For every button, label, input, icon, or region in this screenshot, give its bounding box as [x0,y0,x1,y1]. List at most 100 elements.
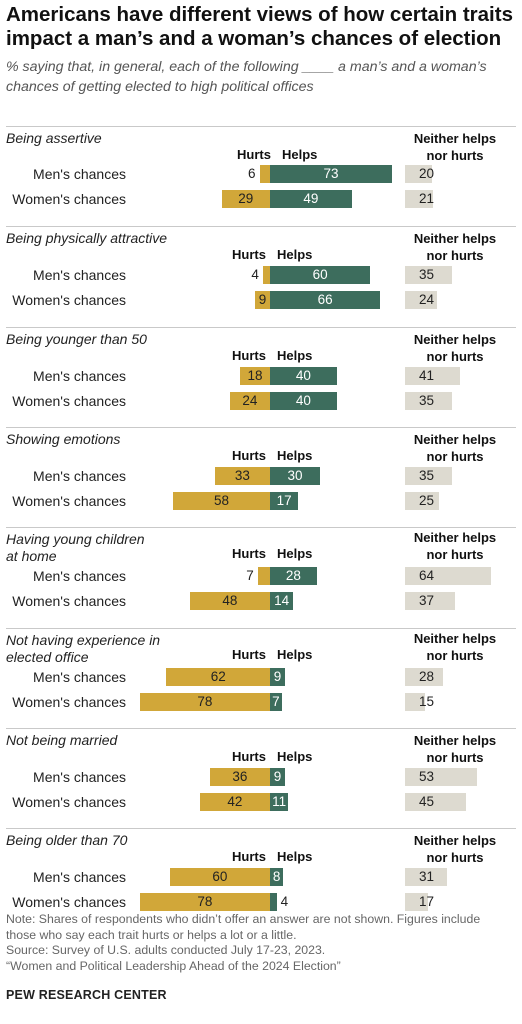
legend-helps-label: Helps [277,849,313,865]
group-separator [6,828,516,830]
bar-helps: 73 [270,165,392,183]
group-separator [6,426,516,428]
group-title: elected office [6,648,89,665]
brand-logo-text: PEW RESEARCH CENTER [6,988,167,1002]
group-title: Showing emotions [6,430,121,447]
bar-hurts [259,165,270,183]
bar-helps: 8 [270,868,284,887]
bar-helps: 9 [270,767,286,786]
bar-helps: 11 [270,792,289,811]
group-separator [6,126,516,127]
legend-neither-label: Neither helps [413,431,497,447]
legend-neither-label: Neither helps [413,530,497,546]
bar-helps: 30 [270,466,321,485]
bar-neither: 35 [405,466,453,485]
legend-neither-label: Neither helps [413,630,497,646]
legend-hurts-label: Hurts [232,347,266,363]
bar-hurts: 60 [169,868,270,887]
bar-helps: 14 [270,592,294,611]
bar-helps: 9 [270,667,286,686]
bar-hurts: 78 [139,893,270,912]
bar-helps: 66 [270,291,381,310]
footer-note-line-1: Note: Shares of respondents who didn’t o… [6,912,481,926]
legend-hurts-label: Hurts [237,147,271,162]
group-separator [6,627,516,629]
bar-hurts: 24 [229,391,270,410]
bar-neither: 31 [405,868,447,887]
bar-neither: 64 [405,567,492,586]
bar-neither: 15 [405,692,434,711]
bar-neither: 20 [405,165,434,183]
group-title: Not being married [6,731,118,748]
legend-neither-label: nor hurts [426,647,484,663]
group-separator [6,226,516,228]
bar-helps: 28 [270,567,317,586]
legend-helps-label: Helps [277,646,313,662]
chart-title-line-1: Americans have different views of how ce… [6,3,513,26]
bar-helps: 40 [270,391,337,410]
bar-helps: 40 [270,366,337,385]
legend-helps-label: Helps [277,347,313,363]
group-separator [6,527,516,529]
chart-subtitle-line-2: chances of getting elected to high polit… [6,79,314,95]
bar-helps: 60 [270,266,371,285]
bar-hurts: 42 [199,792,270,811]
group-title: Not having experience in [6,631,161,648]
legend-neither-label: Neither helps [413,732,497,748]
row-label: Women's chances [12,191,126,207]
group-title: Being physically attractive [6,230,168,247]
legend-helps-label: Helps [277,748,313,764]
bar-hurts: 29 [221,190,270,208]
row-label: Men's chances [33,869,126,886]
bar-neither: 53 [405,767,477,786]
bar-hurts-value: 7 [246,568,254,584]
bar-hurts: 58 [173,491,270,510]
bar-neither: 17 [405,893,434,912]
row-label: Men's chances [33,568,126,585]
row-label: Women's chances [12,392,126,409]
row-label: Women's chances [12,292,126,309]
legend-hurts-label: Hurts [232,748,266,764]
legend-neither-label: nor hurts [426,248,484,264]
legend-neither-label: nor hurts [426,850,484,866]
row-label: Men's chances [33,267,126,284]
legend-helps-label: Helps [277,546,313,562]
row-label: Women's chances [12,693,126,710]
chart-title: Americans have different views of how ce… [6,3,518,51]
legend-helps-label: Helps [282,147,318,162]
bar-hurts: 9 [254,291,270,310]
group-title: Having young children [6,531,145,548]
bar-helps-value: 4 [280,894,289,910]
bar-hurts-value: 4 [251,267,259,283]
group-separator [6,326,516,328]
bar-hurts: 62 [166,667,270,686]
legend-neither-label: nor hurts [426,148,484,163]
row-label: Men's chances [33,467,126,484]
bar-neither: 25 [405,491,439,510]
row-label: Women's chances [12,593,126,610]
group-title: Being assertive [6,130,102,146]
bar-helps: 7 [270,692,282,711]
bar-neither: 24 [405,291,438,310]
group-separator [6,727,516,729]
bar-neither: 28 [405,667,443,686]
chart-subtitle-line-1: % saying that, in general, each of the f… [6,59,487,75]
row-label: Men's chances [33,768,126,785]
bar-neither: 37 [405,592,455,611]
legend-neither-label: nor hurts [426,348,484,364]
row-label: Men's chances [33,166,126,182]
bar-helps [270,893,277,912]
row-label: Women's chances [12,492,126,509]
footer-report: “Women and Political Leadership Ahead of… [6,958,341,973]
bar-hurts: 78 [139,692,270,711]
bar-neither: 21 [405,190,434,208]
bar-hurts: 18 [239,366,270,385]
bar-helps: 17 [270,491,299,510]
legend-neither-label: Neither helps [413,231,497,247]
footer-source: Source: Survey of U.S. adults conducted … [6,943,326,957]
footer-note-line-2: those who say each trait hurts or helps … [6,927,297,942]
legend-neither-label: Neither helps [413,833,497,849]
bar-hurts: 33 [214,466,270,485]
legend-neither-label: nor hurts [426,749,484,765]
